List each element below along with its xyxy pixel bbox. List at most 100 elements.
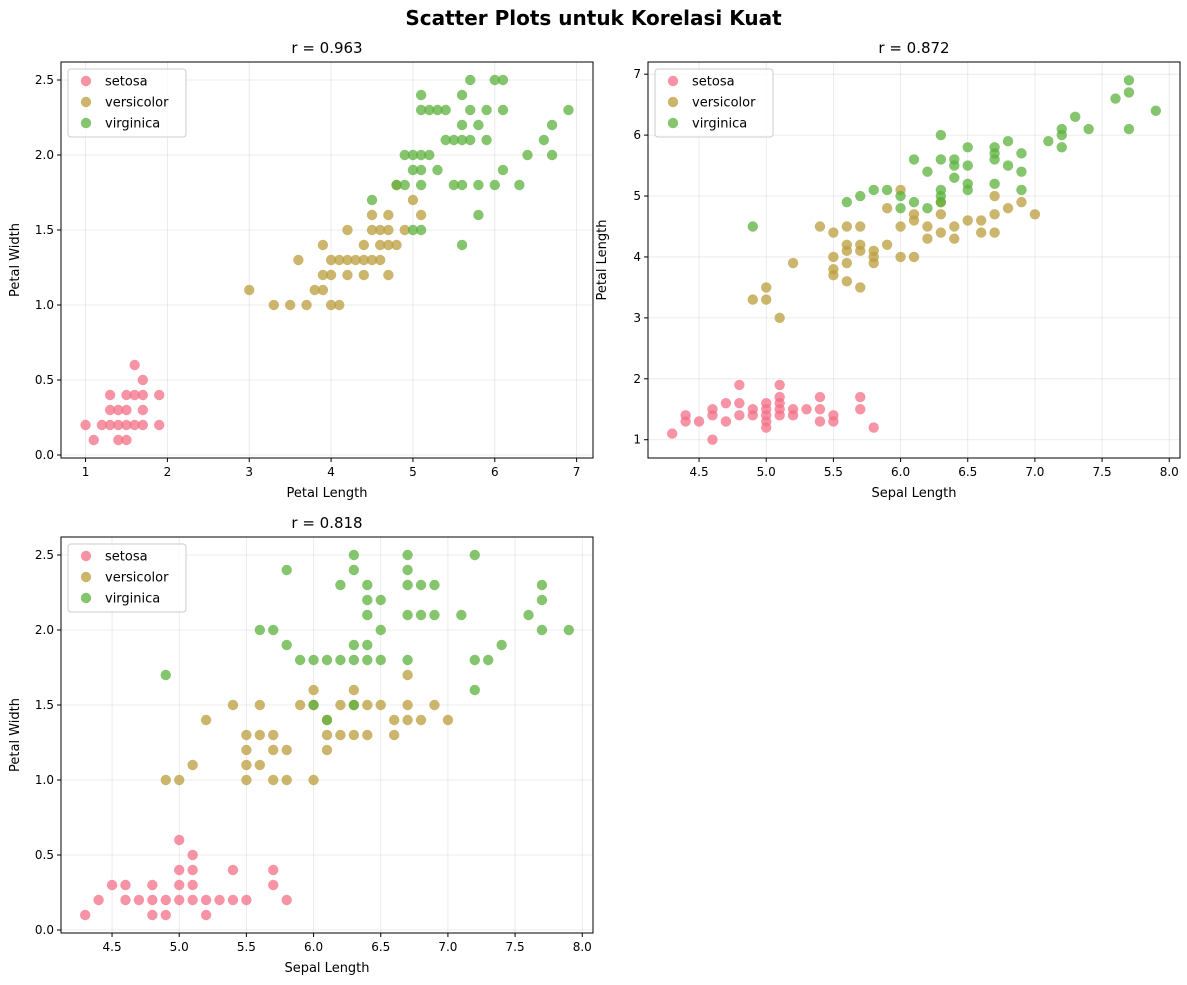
data-point-setosa	[137, 374, 149, 386]
data-point-versicolor	[814, 221, 826, 232]
y-axis-label: Petal Length	[595, 219, 610, 300]
data-point-versicolor	[362, 699, 373, 711]
x-tick-label: 6	[491, 465, 499, 479]
data-point-versicolor	[375, 239, 386, 251]
data-point-virginica	[294, 654, 306, 666]
legend-label-virginica: virginica	[105, 117, 160, 132]
data-point-versicolor	[895, 251, 906, 263]
data-point-virginica	[962, 160, 973, 171]
data-point-virginica	[989, 178, 1000, 190]
data-point-versicolor	[244, 284, 255, 296]
data-point-versicolor	[841, 239, 853, 250]
data-point-versicolor	[334, 254, 345, 266]
data-point-versicolor	[415, 209, 427, 221]
data-point-versicolor	[301, 299, 312, 311]
data-point-virginica	[469, 684, 480, 696]
data-point-virginica	[922, 203, 933, 214]
x-tick-label: 6.0	[304, 940, 323, 954]
x-tick-label: 8.0	[573, 940, 592, 954]
data-point-virginica	[908, 196, 920, 208]
data-point-virginica	[407, 149, 419, 161]
data-point-virginica	[407, 224, 419, 236]
data-point-versicolor	[160, 774, 171, 786]
data-point-versicolor	[325, 269, 337, 281]
data-point-setosa	[734, 379, 745, 391]
data-point-virginica	[538, 134, 550, 146]
x-tick-label: 5	[409, 465, 417, 479]
data-point-virginica	[308, 654, 319, 666]
x-axis-label: Sepal Length	[871, 486, 956, 501]
data-point-virginica	[1123, 87, 1135, 98]
data-point-virginica	[415, 579, 427, 591]
data-point-setosa	[174, 834, 185, 846]
series-versicolor	[244, 179, 427, 311]
data-point-virginica	[308, 699, 319, 711]
data-point-virginica	[1110, 93, 1121, 104]
figure-title: Scatter Plots untuk Korelasi Kuat	[405, 6, 782, 30]
data-point-versicolor	[268, 729, 279, 741]
data-point-virginica	[348, 564, 360, 576]
x-tick-label: 5.0	[170, 940, 189, 954]
data-point-versicolor	[402, 699, 413, 711]
data-point-setosa	[147, 909, 158, 921]
data-point-virginica	[1002, 136, 1014, 147]
data-point-setosa	[80, 419, 91, 431]
data-point-setosa	[133, 894, 145, 906]
data-point-versicolor	[294, 699, 306, 711]
data-point-versicolor	[375, 699, 386, 711]
data-point-setosa	[104, 404, 116, 416]
data-point-virginica	[254, 624, 266, 636]
data-point-virginica	[881, 184, 893, 196]
data-point-virginica	[415, 89, 427, 101]
data-point-setosa	[187, 849, 198, 861]
data-point-setosa	[720, 397, 732, 409]
data-point-virginica	[335, 579, 346, 591]
data-point-versicolor	[187, 759, 198, 771]
data-point-virginica	[407, 164, 419, 176]
data-point-virginica	[362, 579, 373, 591]
plot-frame	[60, 536, 594, 934]
series-versicolor	[160, 669, 454, 786]
data-point-versicolor	[989, 190, 1000, 202]
data-point-virginica	[469, 654, 480, 666]
data-point-setosa	[747, 404, 758, 415]
data-point-virginica	[415, 609, 427, 621]
data-point-virginica	[497, 104, 509, 116]
data-point-versicolor	[828, 263, 839, 275]
data-point-versicolor	[841, 257, 853, 269]
data-point-virginica	[402, 654, 413, 666]
legend-marker-virginica	[667, 117, 679, 129]
data-point-virginica	[424, 149, 435, 161]
data-point-versicolor	[774, 312, 785, 324]
data-point-setosa	[121, 419, 132, 431]
data-point-versicolor	[1029, 209, 1041, 220]
data-point-setosa	[814, 416, 826, 427]
data-point-virginica	[375, 594, 386, 606]
y-tick-label: 2	[633, 372, 641, 386]
data-point-virginica	[1083, 123, 1094, 135]
x-tick-label: 5.5	[237, 940, 256, 954]
data-point-versicolor	[334, 299, 345, 311]
data-point-virginica	[922, 166, 933, 177]
data-point-versicolor	[787, 257, 799, 269]
data-point-virginica	[375, 624, 386, 636]
data-point-setosa	[187, 864, 198, 876]
data-point-versicolor	[989, 209, 1000, 220]
data-point-setosa	[774, 379, 785, 391]
data-point-versicolor	[321, 744, 333, 756]
legend-marker-virginica	[80, 117, 92, 129]
data-point-virginica	[362, 609, 373, 621]
data-point-setosa	[137, 419, 149, 431]
data-point-versicolor	[895, 221, 906, 232]
y-tick-label: 6	[633, 128, 641, 142]
data-point-virginica	[465, 134, 476, 146]
data-point-setosa	[129, 389, 140, 401]
data-point-versicolor	[268, 774, 279, 786]
data-point-versicolor	[375, 224, 386, 236]
data-point-virginica	[949, 172, 960, 183]
data-point-setosa	[787, 404, 799, 415]
x-tick-label: 7.5	[1093, 465, 1112, 479]
series-setosa	[666, 379, 879, 445]
data-point-versicolor	[922, 233, 933, 244]
data-point-versicolor	[309, 284, 320, 296]
